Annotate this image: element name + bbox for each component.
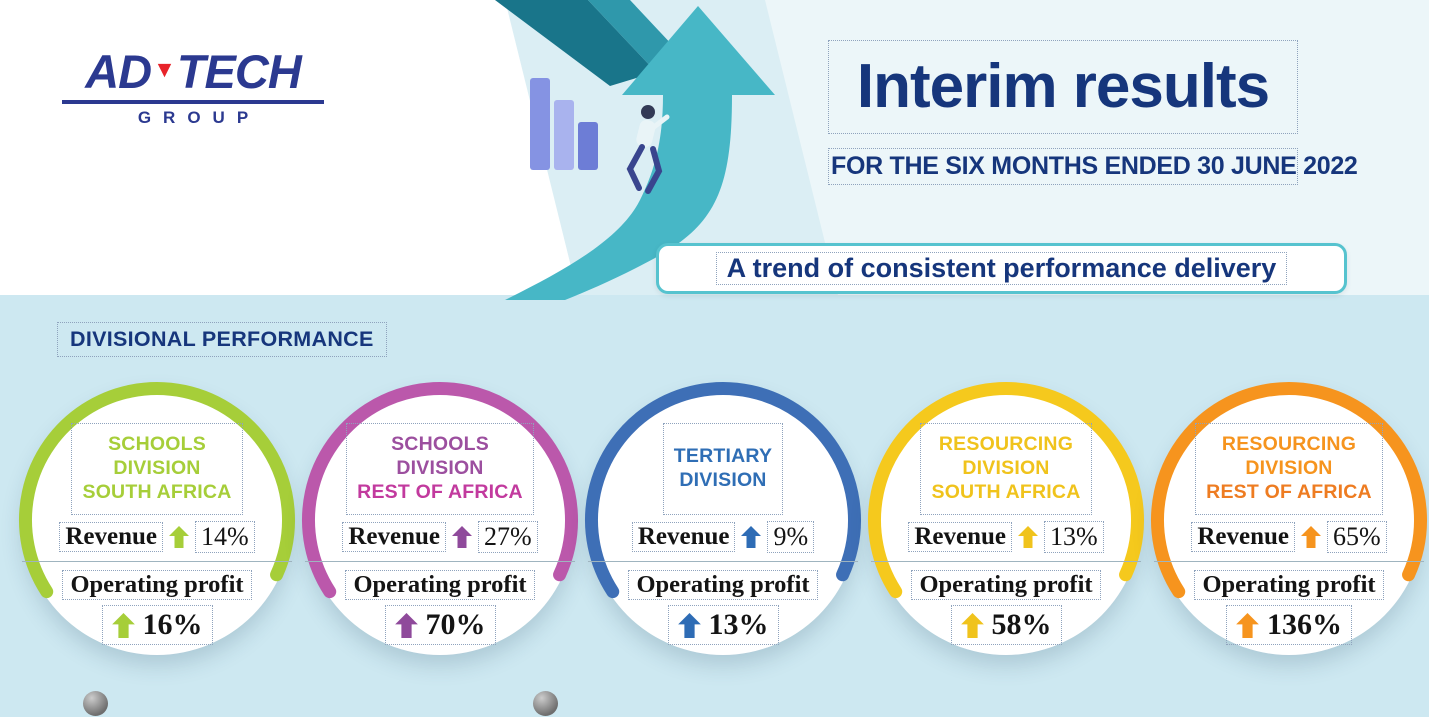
card-arc [585,382,861,658]
growth-arrow-illustration [495,0,775,300]
timeline-dot [533,691,558,716]
division-name-line: SCHOOLS [391,433,489,456]
card-divider [1154,561,1424,562]
division-card-schools-roa: SCHOOLS DIVISION REST OF AFRICA Revenue … [302,382,578,658]
division-name: RESOURCING DIVISION SOUTH AFRICA [920,423,1092,515]
revenue-label: Revenue [908,522,1012,552]
up-arrow-icon [1236,612,1259,638]
division-name: SCHOOLS DIVISION SOUTH AFRICA [71,423,243,515]
operating-profit-label: Operating profit [345,570,535,600]
revenue-row: Revenue 27% [342,521,538,553]
division-cards-row: SCHOOLS DIVISION SOUTH AFRICA Revenue 14… [19,382,1427,658]
division-region-line: SOUTH AFRICA [931,480,1081,503]
ribbon-highlight-shape [588,0,675,72]
revenue-row: Revenue 14% [59,521,255,553]
division-name: TERTIARY DIVISION [662,423,784,515]
section-heading: DIVISIONAL PERFORMANCE [57,322,387,357]
up-arrow-icon [451,526,472,548]
operating-profit-label: Operating profit [628,570,818,600]
division-name-line: DIVISION [113,457,201,480]
operating-profit-value: 13% [708,608,769,641]
card-arc [868,382,1144,658]
division-name-line: DIVISION [679,469,767,491]
up-arrow-icon [1300,526,1321,548]
revenue-row: Revenue 13% [908,521,1104,553]
performance-banner: A trend of consistent performance delive… [656,243,1347,294]
division-region-line: REST OF AFRICA [1206,480,1372,503]
revenue-value: 65% [1326,521,1387,553]
dark-ribbon-shape [495,0,656,86]
card-divider [588,561,858,562]
division-card-tertiary: TERTIARY DIVISION Revenue 9% Operating p… [585,382,861,658]
climbing-person-illustration [626,105,670,194]
operating-profit-value: 16% [142,608,203,641]
bar-chart-icon [530,78,598,170]
operating-profit-row: 13% [667,605,779,645]
logo-ad-text: AD [85,45,152,98]
up-arrow-icon [111,612,135,638]
operating-profit-row: 16% [101,605,213,645]
page-title: Interim results [828,40,1298,135]
timeline-dot [83,691,108,716]
banner-text: A trend of consistent performance delive… [715,252,1288,285]
operating-profit-value: 58% [991,608,1052,641]
division-name-line: DIVISION [1245,457,1333,480]
logo-tech-text: TECH [176,45,302,98]
operating-profit-value: 136% [1267,608,1342,641]
division-card-resourcing-roa: RESOURCING DIVISION REST OF AFRICA Reven… [1151,382,1427,658]
revenue-value: 13% [1043,521,1104,553]
logo-wordmark: AD▼TECH [62,48,324,95]
division-card-schools-sa: SCHOOLS DIVISION SOUTH AFRICA Revenue 14… [19,382,295,658]
revenue-value: 9% [767,521,815,553]
card-arc [1151,382,1427,658]
division-name-line: DIVISION [962,457,1050,480]
division-name-line: SCHOOLS [108,433,206,456]
adtech-logo: AD▼TECH GROUP [62,48,324,128]
up-arrow-icon [168,526,189,548]
diagonal-white-band [0,0,578,295]
operating-profit-row: 70% [384,605,496,645]
card-divider [305,561,575,562]
division-name: SCHOOLS DIVISION REST OF AFRICA [346,423,534,515]
page-subtitle: FOR THE SIX MONTHS ENDED 30 JUNE 2022 [828,148,1358,185]
division-name-line: TERTIARY [673,445,773,468]
logo-triangle-icon: ▼ [153,56,176,82]
operating-profit-row: 58% [950,605,1062,645]
up-arrow-icon [677,612,701,638]
division-region-line: REST OF AFRICA [357,480,523,503]
revenue-label: Revenue [631,522,736,552]
up-arrow-icon [1017,526,1038,548]
revenue-label: Revenue [59,522,163,552]
division-region-line: SOUTH AFRICA [82,480,232,503]
division-name: RESOURCING DIVISION REST OF AFRICA [1195,423,1383,515]
revenue-label: Revenue [342,522,446,552]
operating-profit-label: Operating profit [911,570,1101,600]
up-arrow-icon [394,612,418,638]
division-card-resourcing-sa: RESOURCING DIVISION SOUTH AFRICA Revenue… [868,382,1144,658]
division-name-line: DIVISION [396,457,484,480]
card-arc [19,382,295,658]
logo-group-text: GROUP [137,108,261,127]
big-up-arrow-icon [505,6,775,300]
operating-profit-row: 136% [1226,605,1352,645]
operating-profit-value: 70% [425,608,486,641]
up-arrow-icon [741,526,762,548]
card-divider [22,561,292,562]
logo-rule [62,100,324,104]
revenue-value: 27% [477,521,538,553]
revenue-row: Revenue 9% [631,521,815,553]
up-arrow-icon [960,612,984,638]
division-name-line: RESOURCING [938,433,1074,456]
revenue-row: Revenue 65% [1191,521,1387,553]
operating-profit-label: Operating profit [1194,570,1384,600]
operating-profit-label: Operating profit [62,570,252,600]
division-name-line: RESOURCING [1221,433,1357,456]
card-arc [302,382,578,658]
revenue-value: 14% [194,521,255,553]
card-divider [871,561,1141,562]
revenue-label: Revenue [1191,522,1295,552]
